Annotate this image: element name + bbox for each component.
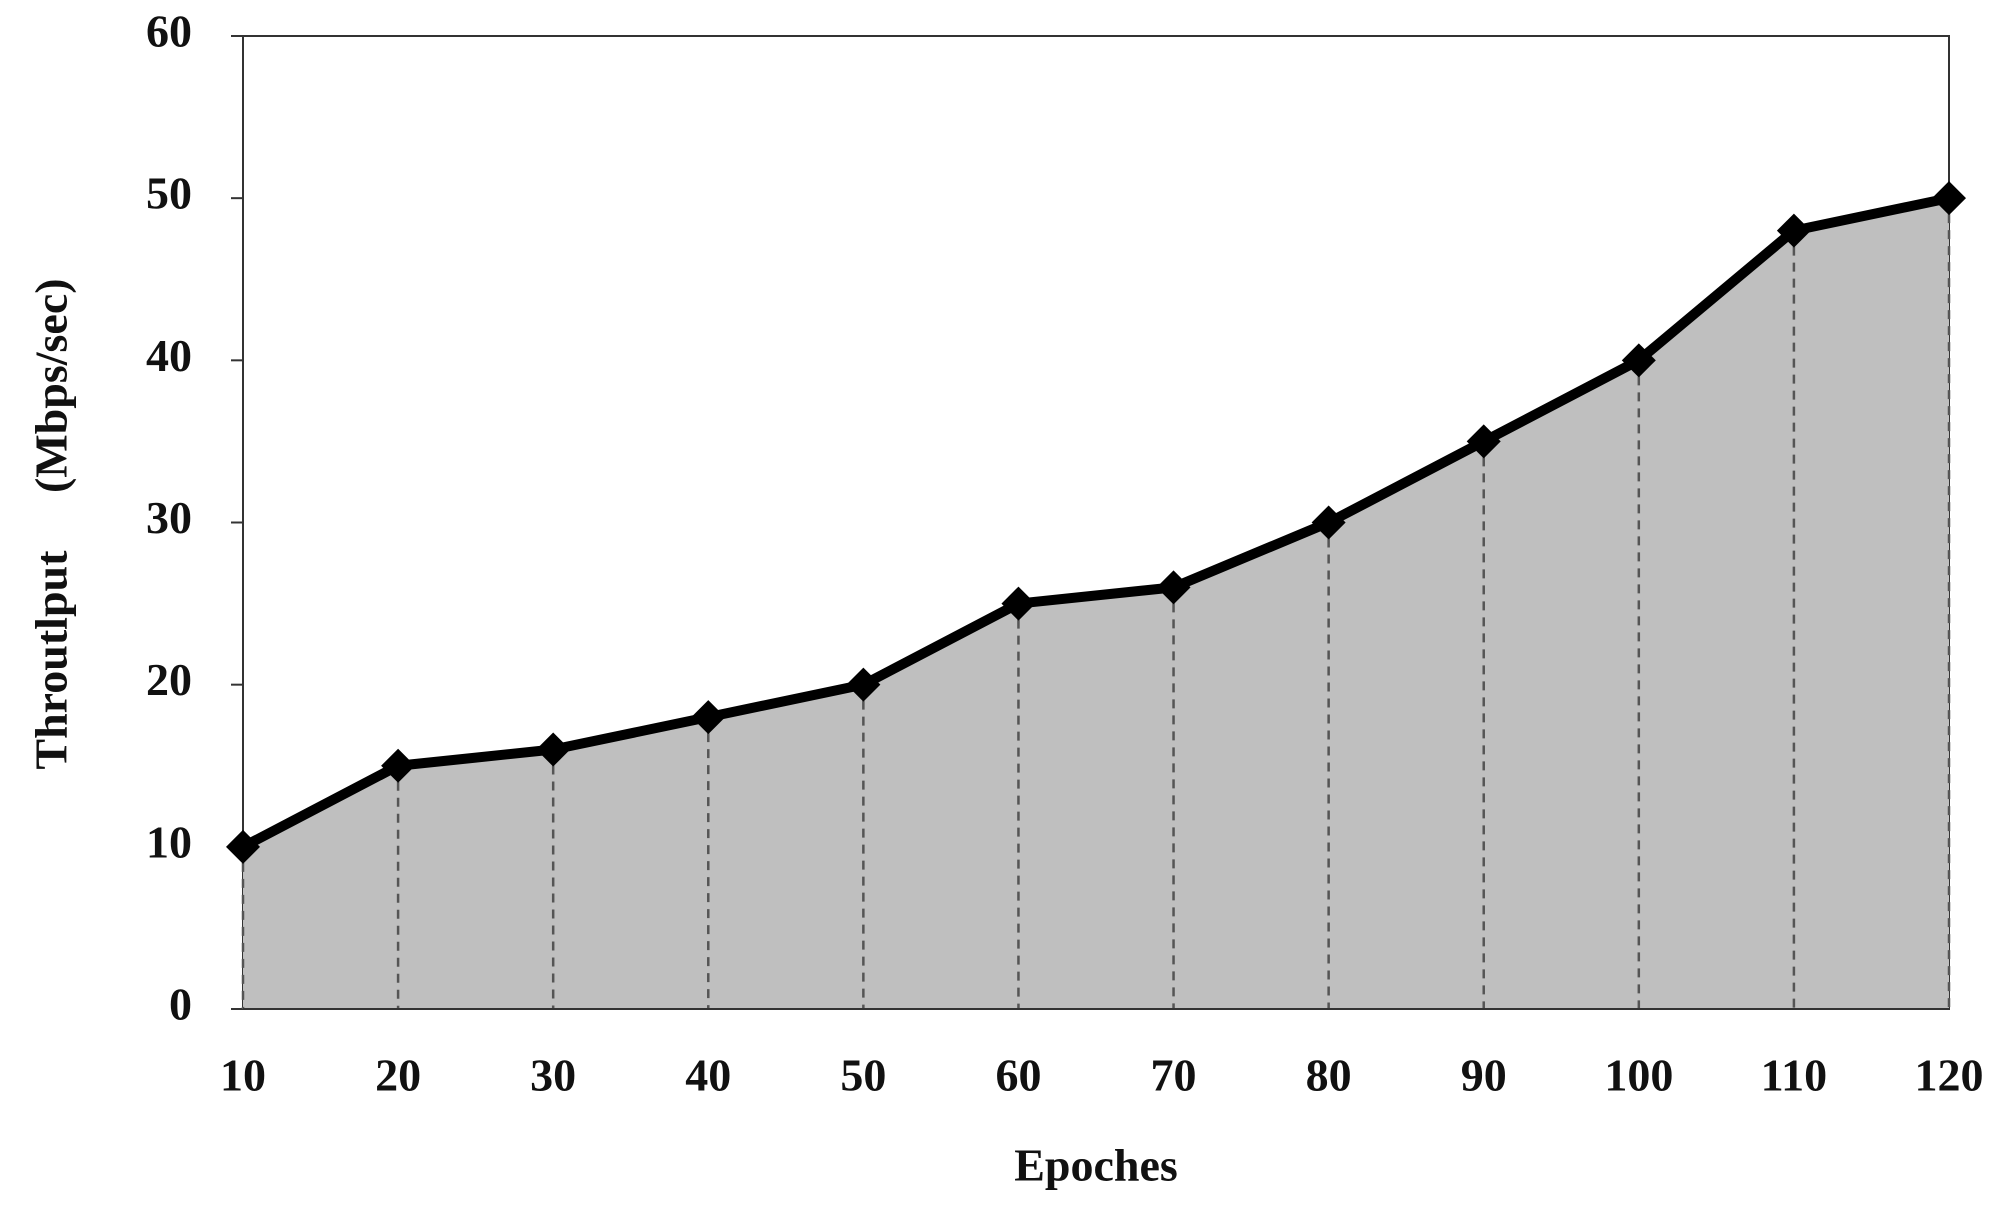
marker <box>846 667 881 702</box>
x-tick-label: 100 <box>1604 1050 1673 1101</box>
marker <box>691 700 726 735</box>
marker <box>536 732 571 767</box>
x-axis-label: Epoches <box>1014 1140 1178 1191</box>
line <box>240 193 1951 852</box>
y-axis-label: Throutlput (Mbps/sec) <box>26 278 77 769</box>
x-tick-label: 20 <box>375 1050 421 1101</box>
x-tick-label: 110 <box>1761 1050 1827 1101</box>
y-tick-label: 30 <box>146 492 192 543</box>
x-tick-label: 30 <box>530 1050 576 1101</box>
x-tick-label: 10 <box>220 1050 266 1101</box>
y-tick-label: 40 <box>146 330 192 381</box>
x-tick-label: 40 <box>685 1050 731 1101</box>
marker <box>1932 181 1966 216</box>
x-tick-label: 90 <box>1461 1050 1507 1101</box>
x-tick-label: 80 <box>1306 1050 1352 1101</box>
marker <box>1311 505 1346 540</box>
marker <box>381 748 416 783</box>
y-tick-label: 20 <box>146 654 192 705</box>
y-tick-label: 10 <box>146 816 192 867</box>
area <box>243 198 1949 1009</box>
x-tick-label: 60 <box>995 1050 1041 1101</box>
y-tick-label: 50 <box>146 168 192 219</box>
x-tick-label: 120 <box>1915 1050 1984 1101</box>
marker <box>1156 570 1191 605</box>
marker <box>226 829 260 864</box>
y-tick-label: 0 <box>169 979 192 1030</box>
marker <box>1621 343 1656 378</box>
marker <box>1001 586 1036 621</box>
marker <box>1466 424 1501 459</box>
marker <box>1776 213 1811 248</box>
x-tick-label: 70 <box>1151 1050 1197 1101</box>
x-tick-label: 50 <box>840 1050 886 1101</box>
y-tick-label: 60 <box>146 6 192 57</box>
